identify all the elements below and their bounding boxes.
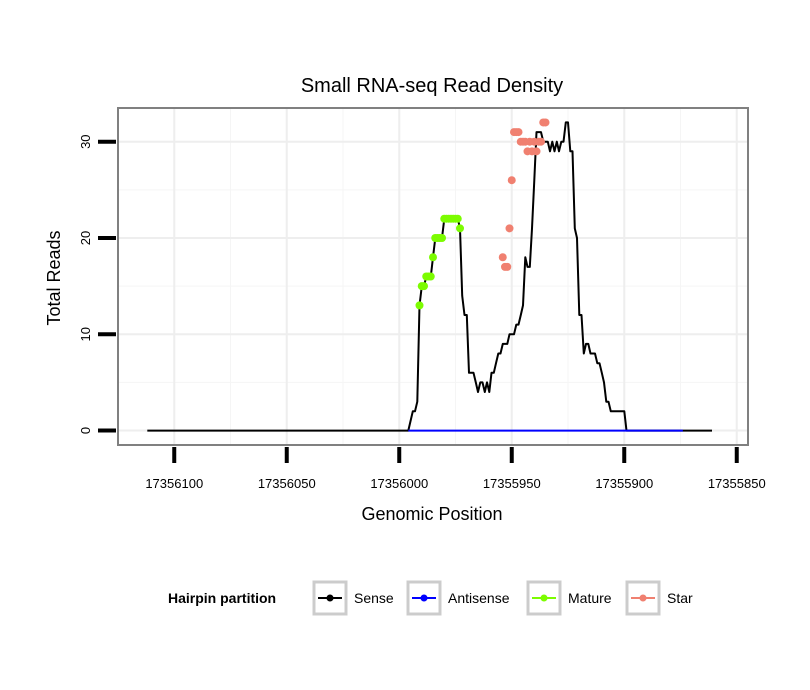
y-tick-label: 20 bbox=[78, 231, 93, 245]
data-point-mature bbox=[453, 214, 462, 223]
x-tick-label: 17355850 bbox=[708, 476, 766, 491]
data-point-star bbox=[498, 253, 507, 262]
x-axis-title: Genomic Position bbox=[361, 504, 502, 524]
data-point-star bbox=[507, 176, 516, 185]
x-tick-label: 17356100 bbox=[145, 476, 203, 491]
data-point-mature bbox=[415, 301, 424, 310]
x-tick-label: 17356050 bbox=[258, 476, 316, 491]
legend-label-mature: Mature bbox=[568, 590, 612, 606]
x-tick-label: 17355900 bbox=[595, 476, 653, 491]
legend-title: Hairpin partition bbox=[168, 590, 276, 606]
data-point-star bbox=[503, 262, 512, 271]
data-point-star bbox=[537, 137, 545, 146]
data-point-star bbox=[532, 147, 541, 156]
legend-point-antisense bbox=[420, 594, 428, 602]
legend-label-sense: Sense bbox=[354, 590, 394, 606]
data-point-star bbox=[505, 224, 514, 233]
y-tick-label: 0 bbox=[78, 427, 93, 434]
data-point-star bbox=[541, 118, 550, 127]
legend-label-star: Star bbox=[667, 590, 693, 606]
legend: Hairpin partition Sense Antisense Mature St… bbox=[168, 580, 693, 616]
x-tick-label: 17356000 bbox=[370, 476, 428, 491]
chart-title: Small RNA-seq Read Density bbox=[301, 75, 563, 97]
data-point-mature bbox=[429, 253, 437, 262]
legend-point-mature bbox=[540, 594, 548, 602]
plot-panel bbox=[98, 107, 749, 463]
data-point-mature bbox=[420, 282, 428, 291]
data-point-star bbox=[514, 128, 523, 137]
legend-point-star bbox=[639, 594, 647, 602]
x-tick-label: 17355950 bbox=[483, 476, 541, 491]
data-point-mature bbox=[438, 233, 446, 242]
y-axis-title: Total Reads bbox=[44, 230, 64, 325]
data-point-mature bbox=[456, 224, 464, 233]
plot-border bbox=[117, 107, 749, 446]
data-point-mature bbox=[426, 272, 435, 281]
y-tick-label: 30 bbox=[78, 134, 93, 148]
legend-point-sense bbox=[326, 594, 334, 602]
legend-label-antisense: Antisense bbox=[448, 590, 510, 606]
y-tick-label: 10 bbox=[78, 327, 93, 341]
